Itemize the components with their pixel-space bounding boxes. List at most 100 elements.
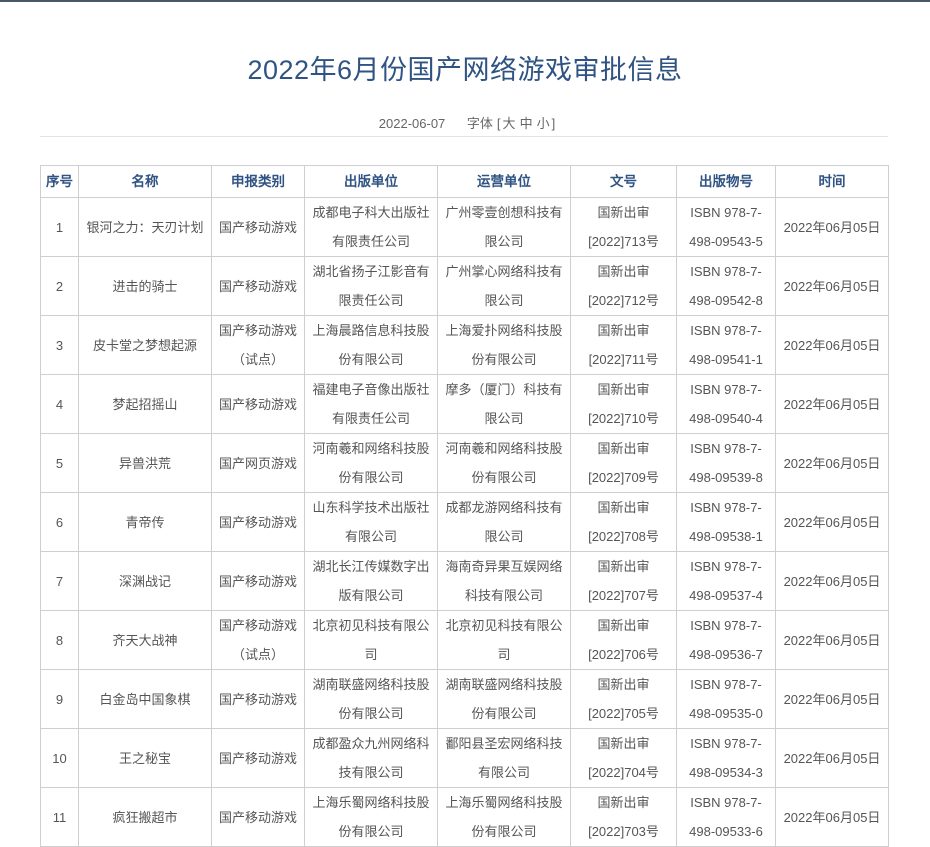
table-row: 3 皮卡堂之梦想起源 国产移动游戏（试点） 上海晨路信息科技股份有限公司 上海爱扑网络科… bbox=[40, 315, 889, 375]
cell-col-operator: 河南羲和网络科技股份有限公司 bbox=[437, 433, 571, 493]
table-row: 5 异兽洪荒 国产网页游戏 河南羲和网络科技股份有限公司 河南羲和网络科技股份有限公司国… bbox=[40, 433, 889, 493]
cell-col-doc-number: 国新出审[2022]709号 bbox=[570, 433, 677, 493]
cell-col-doc-number: 国新出审[2022]703号 bbox=[570, 787, 677, 847]
header-col-operator: 运营单位 bbox=[437, 165, 571, 198]
cell-col-publisher: 湖北省扬子江影音有限责任公司 bbox=[304, 256, 438, 316]
cell-col-name: 疯狂搬超市 bbox=[78, 787, 212, 847]
cell-col-category: 国产移动游戏 bbox=[211, 669, 305, 729]
cell-col-category: 国产移动游戏 bbox=[211, 551, 305, 611]
header-col-date: 时间 bbox=[775, 165, 889, 198]
cell-col-index: 1 bbox=[40, 197, 79, 257]
cell-col-publisher: 成都电子科大出版社有限责任公司 bbox=[304, 197, 438, 257]
cell-col-category: 国产移动游戏（试点） bbox=[211, 610, 305, 670]
cell-col-doc-number: 国新出审[2022]712号 bbox=[570, 256, 677, 316]
cell-col-publisher: 北京初见科技有限公司 bbox=[304, 610, 438, 670]
table-row: 2 进击的骑士 国产移动游戏 湖北省扬子江影音有限责任公司 广州掌心网络科技有限公司 国新… bbox=[40, 256, 889, 316]
cell-col-isbn: ISBN 978-7-​498-09534-3 bbox=[676, 728, 776, 788]
header-col-doc-number: 文号 bbox=[570, 165, 677, 198]
cell-col-operator: 上海爱扑网络科技股份有限公司 bbox=[437, 315, 571, 375]
header-col-isbn: 出版物号 bbox=[676, 165, 776, 198]
cell-col-doc-number: 国新出审[2022]711号 bbox=[570, 315, 677, 375]
cell-col-publisher: 福建电子音像出版社有限责任公司 bbox=[304, 374, 438, 434]
cell-col-index: 9 bbox=[40, 669, 79, 729]
cell-col-doc-number: 国新出审[2022]704号 bbox=[570, 728, 677, 788]
cell-col-category: 国产移动游戏 bbox=[211, 728, 305, 788]
cell-col-category: 国产移动游戏 bbox=[211, 374, 305, 434]
table-header-row: 序号 名称 申报类别 出版单位 运营单位 文号 出版物号 时间 bbox=[40, 165, 889, 198]
cell-col-publisher: 山东科学技术出版社有限公司 bbox=[304, 492, 438, 552]
cell-col-date: 2022年06月05日 bbox=[775, 374, 889, 434]
font-size-large[interactable]: 大 bbox=[502, 116, 516, 131]
cell-col-category: 国产移动游戏 bbox=[211, 787, 305, 847]
cell-col-isbn: ISBN 978-7-​498-09540-4 bbox=[676, 374, 776, 434]
cell-col-category: 国产移动游戏 bbox=[211, 256, 305, 316]
cell-col-operator: 成都龙游网络科技有限公司 bbox=[437, 492, 571, 552]
cell-col-date: 2022年06月05日 bbox=[775, 551, 889, 611]
cell-col-operator: 广州零壹创想科技有限公司 bbox=[437, 197, 571, 257]
cell-col-name: 异兽洪荒 bbox=[78, 433, 212, 493]
cell-col-index: 5 bbox=[40, 433, 79, 493]
page-title: 2022年6月份国产网络游戏审批信息 bbox=[247, 55, 683, 85]
cell-col-doc-number: 国新出审[2022]705号 bbox=[570, 669, 677, 729]
cell-col-publisher: 河南羲和网络科技股份有限公司 bbox=[304, 433, 438, 493]
cell-col-isbn: ISBN 978-7-​498-09537-4 bbox=[676, 551, 776, 611]
cell-col-publisher: 成都盈众九州网络科技有限公司 bbox=[304, 728, 438, 788]
cell-col-name: 银河之力：天刃计划 bbox=[78, 197, 212, 257]
cell-col-isbn: ISBN 978-7-​498-09535-0 bbox=[676, 669, 776, 729]
cell-col-category: 国产移动游戏（试点） bbox=[211, 315, 305, 375]
game-approval-table: 序号 名称 申报类别 出版单位 运营单位 文号 出版物号 时间 1 银河之力：天刃计划 国产移动游… bbox=[40, 165, 889, 847]
cell-col-index: 11 bbox=[40, 787, 79, 847]
cell-col-date: 2022年06月05日 bbox=[775, 610, 889, 670]
font-size-label: 字体 bbox=[466, 116, 493, 131]
cell-col-publisher: 上海乐蜀网络科技股份有限公司 bbox=[304, 787, 438, 847]
cell-col-publisher: 湖北长江传媒数字出版有限公司 bbox=[304, 551, 438, 611]
cell-col-category: 国产移动游戏 bbox=[211, 492, 305, 552]
cell-col-operator: 北京初见科技有限公司 bbox=[437, 610, 571, 670]
cell-col-isbn: ISBN 978-7-​498-09543-5 bbox=[676, 197, 776, 257]
cell-col-index: 3 bbox=[40, 315, 79, 375]
cell-col-doc-number: 国新出审[2022]708号 bbox=[570, 492, 677, 552]
table-row: 11 疯狂搬超市 国产移动游戏 上海乐蜀网络科技股份有限公司 上海乐蜀网络科技股份有限公… bbox=[40, 787, 889, 847]
table-row: 6 青帝传 国产移动游戏 山东科学技术出版社有限公司 成都龙游网络科技有限公司 国新出审[… bbox=[40, 492, 889, 552]
cell-col-date: 2022年06月05日 bbox=[775, 433, 889, 493]
top-border bbox=[0, 0, 930, 2]
divider bbox=[40, 136, 888, 137]
cell-col-name: 白金岛中国象棋 bbox=[78, 669, 212, 729]
cell-col-name: 深渊战记 bbox=[78, 551, 212, 611]
font-size-medium[interactable]: 中 bbox=[519, 116, 533, 131]
cell-col-index: 10 bbox=[40, 728, 79, 788]
cell-col-doc-number: 国新出审[2022]706号 bbox=[570, 610, 677, 670]
cell-col-publisher: 湖南联盛网络科技股份有限公司 bbox=[304, 669, 438, 729]
cell-col-operator: 鄱阳县圣宏网络科技有限公司 bbox=[437, 728, 571, 788]
cell-col-date: 2022年06月05日 bbox=[775, 787, 889, 847]
table-row: 7 深渊战记 国产移动游戏 湖北长江传媒数字出版有限公司 海南奇异果互娱网络科技有限公司… bbox=[40, 551, 889, 611]
cell-col-index: 7 bbox=[40, 551, 79, 611]
cell-col-isbn: ISBN 978-7-​498-09539-8 bbox=[676, 433, 776, 493]
cell-col-date: 2022年06月05日 bbox=[775, 728, 889, 788]
cell-col-category: 国产移动游戏 bbox=[211, 197, 305, 257]
table-row: 10 王之秘宝 国产移动游戏 成都盈众九州网络科技有限公司 鄱阳县圣宏网络科技有限公司国… bbox=[40, 728, 889, 788]
cell-col-date: 2022年06月05日 bbox=[775, 256, 889, 316]
article-meta: 2022-06-07 字体[大中小] bbox=[378, 116, 556, 131]
table-row: 8 齐天大战神 国产移动游戏（试点） 北京初见科技有限公司 北京初见科技有限公司 国新出审… bbox=[40, 610, 889, 670]
table-row: 4 梦起招摇山 国产移动游戏 福建电子音像出版社有限责任公司 摩多（厦门）科技有限公司国… bbox=[40, 374, 889, 434]
cell-col-name: 王之秘宝 bbox=[78, 728, 212, 788]
cell-col-isbn: ISBN 978-7-​498-09542-8 bbox=[676, 256, 776, 316]
table-row: 9 白金岛中国象棋 国产移动游戏 湖南联盛网络科技股份有限公司 湖南联盛网络科技股份有限… bbox=[40, 669, 889, 729]
cell-col-isbn: ISBN 978-7-​498-09536-7 bbox=[676, 610, 776, 670]
cell-col-date: 2022年06月05日 bbox=[775, 197, 889, 257]
cell-col-isbn: ISBN 978-7-​498-09541-1 bbox=[676, 315, 776, 375]
cell-col-index: 8 bbox=[40, 610, 79, 670]
cell-col-index: 4 bbox=[40, 374, 79, 434]
cell-col-doc-number: 国新出审[2022]713号 bbox=[570, 197, 677, 257]
cell-col-doc-number: 国新出审[2022]710号 bbox=[570, 374, 677, 434]
cell-col-name: 皮卡堂之梦想起源 bbox=[78, 315, 212, 375]
header-col-publisher: 出版单位 bbox=[304, 165, 438, 198]
table-row: 1 银河之力：天刃计划 国产移动游戏 成都电子科大出版社有限责任公司 广州零壹创想科技有… bbox=[40, 197, 889, 257]
cell-col-operator: 摩多（厦门）科技有限公司 bbox=[437, 374, 571, 434]
font-size-small[interactable]: 小 bbox=[536, 116, 550, 131]
cell-col-name: 青帝传 bbox=[78, 492, 212, 552]
cell-col-name: 齐天大战神 bbox=[78, 610, 212, 670]
cell-col-operator: 上海乐蜀网络科技股份有限公司 bbox=[437, 787, 571, 847]
cell-col-publisher: 上海晨路信息科技股份有限公司 bbox=[304, 315, 438, 375]
